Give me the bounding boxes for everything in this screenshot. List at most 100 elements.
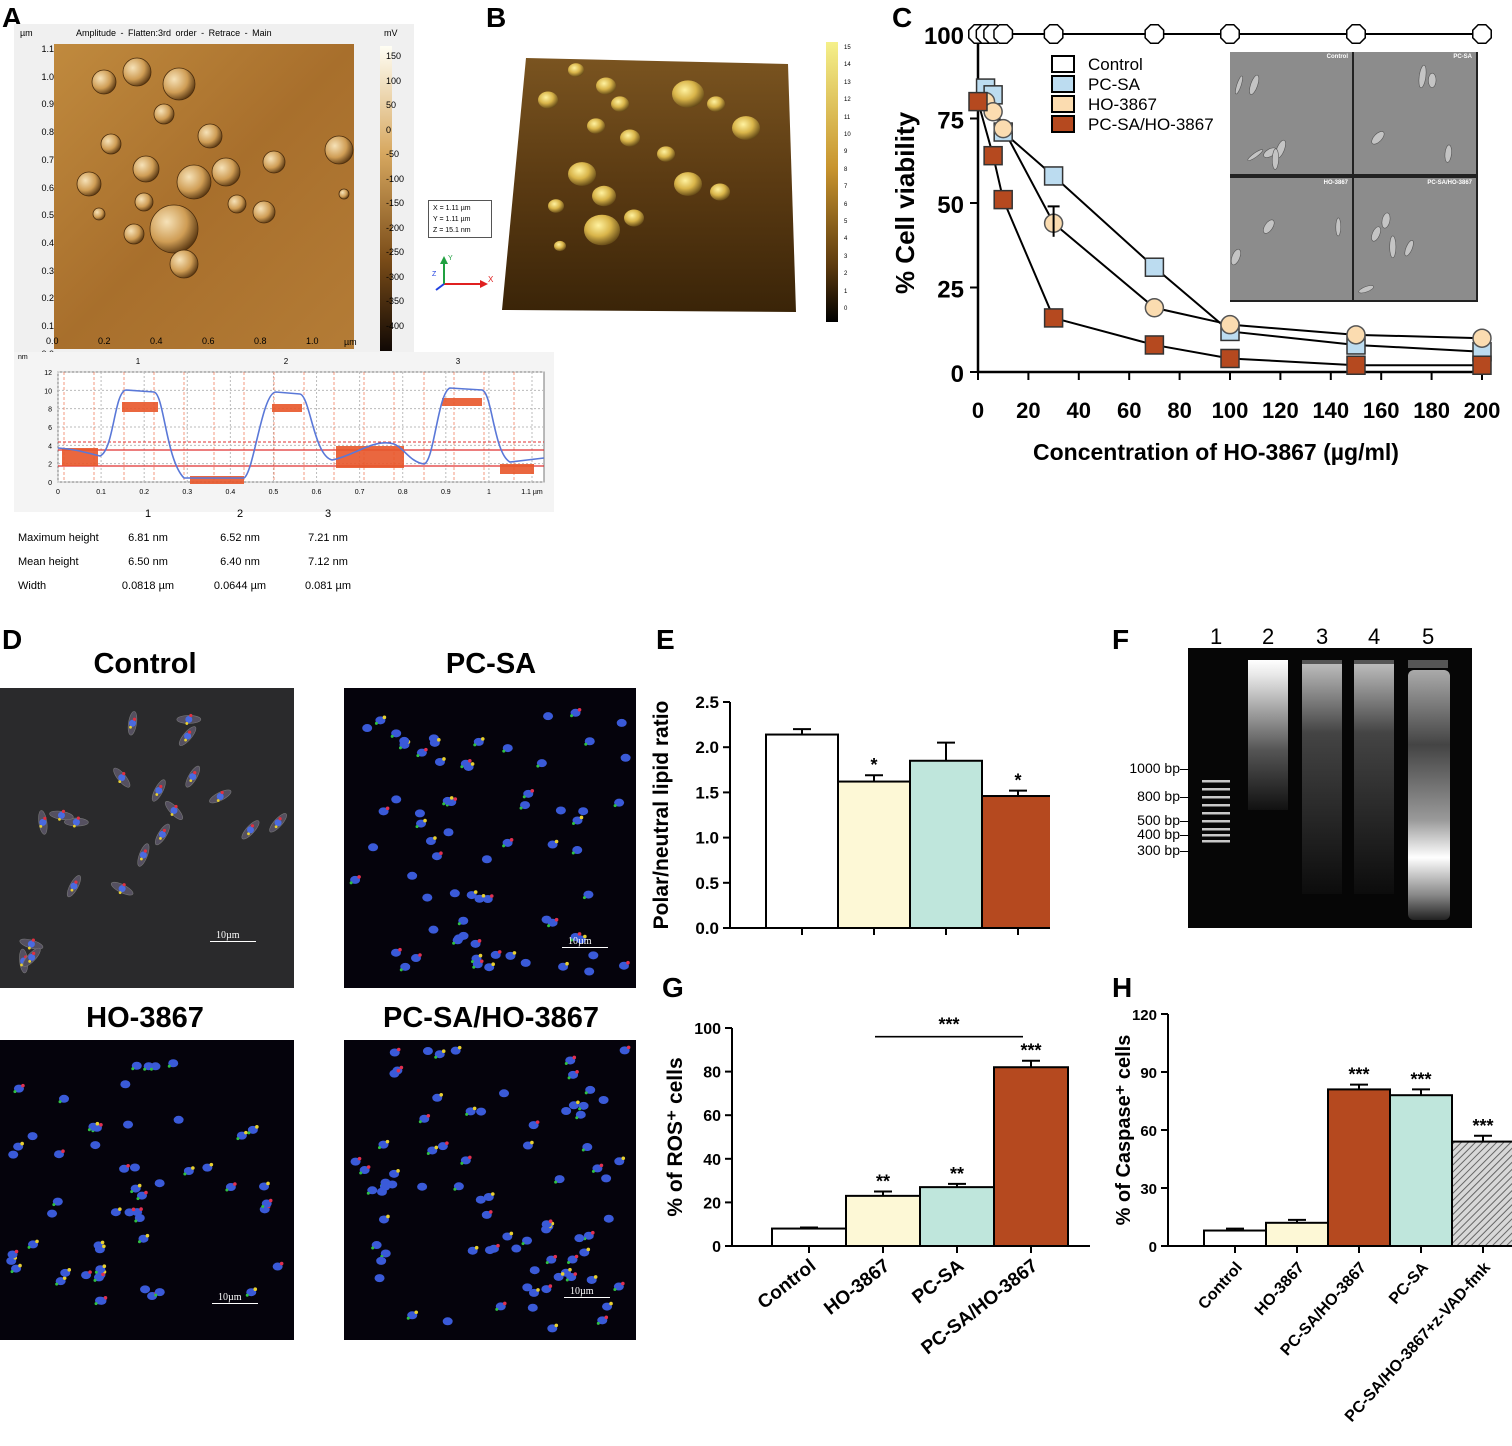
stain-dot [548, 1284, 553, 1288]
afm-colorbar-tick: 50 [386, 100, 397, 110]
h-category-label: HO-3867 [1252, 1259, 1308, 1319]
afm-particle [162, 67, 196, 101]
stain-dot [433, 836, 437, 840]
stain-dot [474, 1245, 479, 1250]
gel-lane-label: 2 [1262, 624, 1275, 649]
b-colorbar-tick: 10 [844, 132, 851, 139]
e-y-tick: 1.0 [695, 829, 719, 848]
axis-z-letter: Z [432, 271, 437, 278]
stain-green [570, 938, 574, 942]
profile-x-tick: 0.5 [269, 489, 279, 496]
nucleus [499, 1089, 510, 1098]
inset-cell-shape [1444, 144, 1452, 163]
nucleus [183, 1167, 194, 1176]
e-significance: * [1014, 771, 1021, 791]
inset-cell-shape [1235, 75, 1243, 95]
h-bar [1265, 1221, 1329, 1248]
stain-green [536, 764, 540, 768]
b-colorbar-tick: 4 [844, 236, 848, 243]
inset-cells [1230, 217, 1342, 266]
c-y-tick: 75 [937, 108, 964, 135]
afm-particle [134, 192, 154, 212]
stain-green [434, 1055, 438, 1059]
stain-green [236, 1137, 240, 1141]
inset-cell-shape [1335, 217, 1342, 237]
nucleus [376, 1256, 387, 1265]
table-cell: 0.081 µm [304, 580, 352, 592]
c-point [968, 91, 988, 112]
c-y-tick: 0 [951, 361, 964, 388]
nucleus [511, 1244, 522, 1253]
stain-dot [18, 1263, 22, 1268]
table-row-label: Maximum height [18, 532, 99, 544]
c-point [1220, 314, 1240, 335]
scale-x: X = 1.11 µm [433, 205, 471, 212]
ladder-tick [1180, 835, 1190, 836]
nucleus [246, 826, 254, 834]
inset-cells [1371, 64, 1452, 163]
nucleus [371, 1241, 382, 1250]
nucleus [620, 753, 631, 762]
afm-particle [176, 164, 212, 200]
stain-green [247, 1131, 251, 1135]
nucleus [158, 830, 166, 838]
nucleus [482, 895, 493, 904]
afm-y-tick: 0.5 [41, 210, 54, 221]
nucleus [547, 1324, 558, 1333]
b-colorbar-tick: 9 [844, 149, 848, 156]
stain-dot [102, 1244, 106, 1249]
nucleus [603, 1214, 614, 1223]
nucleus [425, 837, 436, 846]
inset-cells [1358, 212, 1414, 294]
stain-dot [366, 1165, 371, 1169]
b-particle [568, 162, 596, 186]
nucleus [407, 1311, 418, 1320]
nucleus [547, 918, 558, 927]
c-point [1043, 24, 1064, 44]
nucleus [582, 1143, 593, 1152]
stain-green [519, 806, 523, 810]
stain-green [591, 1169, 595, 1173]
b-colorbar-tick: 0 [844, 306, 848, 313]
h-y-tick: 90 [1140, 1065, 1157, 1082]
nucleus [376, 1187, 387, 1196]
h-significance: *** [1472, 1116, 1493, 1136]
panel-label-h: H [1112, 972, 1133, 1003]
f-lane-labels: 1 2 3 4 5 [1188, 624, 1472, 650]
h-category-label: PC-SA [1386, 1259, 1432, 1308]
axis-y-letter: Y [448, 255, 453, 262]
stain-green [349, 881, 353, 885]
nucleus [473, 737, 484, 746]
stain-red [220, 790, 224, 795]
stain-dot [453, 797, 458, 801]
nucleus [567, 1255, 578, 1264]
c-x-tick: 200 [1464, 398, 1501, 423]
stain-yellow [39, 824, 43, 828]
stain-green [613, 1288, 617, 1292]
d3-scalebar-text: 10µm [570, 1286, 594, 1297]
e-bar [909, 759, 983, 930]
stain-red [159, 784, 163, 789]
c-point [1144, 335, 1165, 355]
stain-green [371, 1246, 375, 1250]
h-bar [1389, 1094, 1453, 1247]
afm-particle [100, 133, 122, 155]
stain-yellow [70, 888, 74, 892]
lane-2-smear [1248, 660, 1288, 810]
nucleus [460, 1156, 471, 1165]
inset-cell-shape [1404, 240, 1414, 257]
nucleus [53, 1150, 64, 1159]
gel-lane-label: 3 [1316, 624, 1329, 649]
lane-5-smear [1408, 670, 1450, 920]
b-particle [674, 172, 702, 196]
nucleus [118, 885, 126, 893]
nucleus [389, 1048, 400, 1057]
nucleus [168, 1059, 179, 1068]
c-x-tick: 0 [972, 398, 984, 423]
d-micrograph-pcsa-ho3867 [344, 1040, 636, 1340]
stain-green [134, 1219, 138, 1223]
stain-dot [468, 1155, 472, 1160]
nucleus [134, 1214, 145, 1223]
chart-g-ros: 0 20 40 60 80 100 % of ROS⁺ cells Control ** HO-3… [664, 1015, 1090, 1359]
stain-green [470, 960, 474, 964]
